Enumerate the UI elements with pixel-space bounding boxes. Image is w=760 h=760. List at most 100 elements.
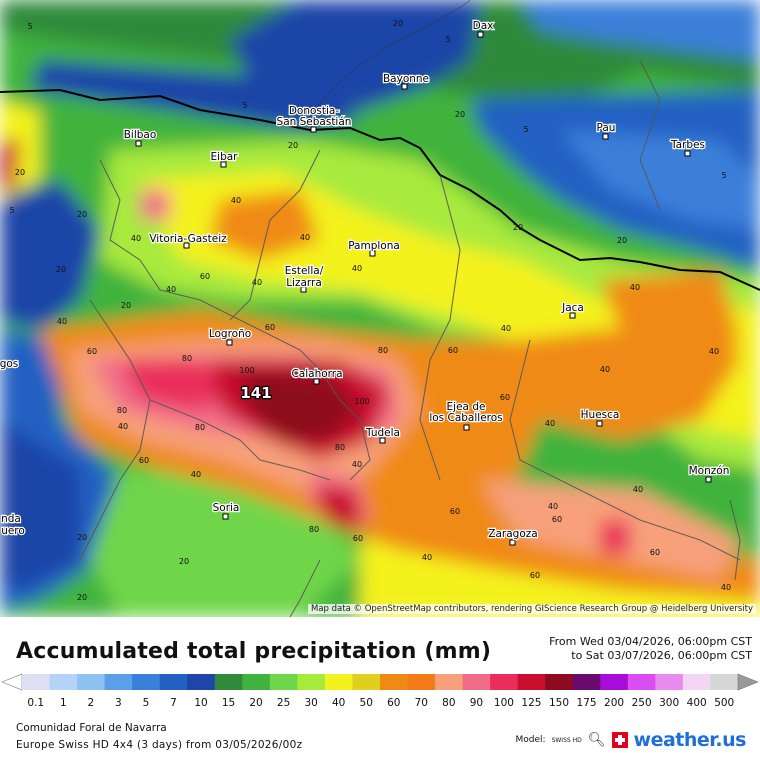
city-label: Calahorra xyxy=(291,368,342,380)
max-value-label: 141 xyxy=(240,384,271,402)
swiss-flag-icon xyxy=(611,732,628,748)
scale-swatch xyxy=(352,674,381,690)
scale-swatch xyxy=(324,674,353,690)
scale-tick-label: 2 xyxy=(87,697,95,709)
scale-tick-label: 7 xyxy=(170,697,177,709)
scale-tick-label: 60 xyxy=(387,697,401,709)
contour-label: 60 xyxy=(200,272,210,281)
contour-label: 40 xyxy=(630,283,640,292)
scale-swatch xyxy=(572,674,601,690)
scale-tick-label: 25 xyxy=(276,697,291,709)
contour-label: 20 xyxy=(15,168,25,177)
contour-label: 40 xyxy=(252,278,262,287)
contour-label: 60 xyxy=(265,323,275,332)
precipitation-map[interactable]: Dax Bayonne Donostia- San Sebastián Bilb… xyxy=(0,0,760,617)
color-scale-ticks: 0.1 1 2 3 5 7 10 15 20 25 30 40 50 60 70 80 90 100 125 150 1… xyxy=(0,697,760,711)
contour-label: 5 xyxy=(721,171,726,180)
scale-swatch xyxy=(710,674,739,690)
contour-label: 40 xyxy=(118,422,128,431)
contour-label: 80 xyxy=(117,406,127,415)
model-small-label: SWISS HD xyxy=(551,736,582,744)
contour-label: 5 xyxy=(445,35,450,44)
branding: Model: SWISS HD 🔍︎ weather.us xyxy=(516,729,747,751)
color-scale-bar xyxy=(1,673,759,691)
scale-swatch xyxy=(655,674,684,690)
contour-label: 80 xyxy=(182,354,192,363)
contour-label: 60 xyxy=(353,534,363,543)
scale-tick-label: 1 xyxy=(59,697,67,709)
city-label: Vitoria-Gasteiz xyxy=(149,233,227,245)
contour-label: 20 xyxy=(393,19,403,28)
contour-label: 40 xyxy=(545,419,555,428)
scale-swatch xyxy=(22,674,51,690)
contour-label: 20 xyxy=(617,236,627,245)
contour-label: 20 xyxy=(288,141,298,150)
contour-label: 40 xyxy=(352,264,362,273)
contour-label: 40 xyxy=(57,317,67,326)
scale-tick-label: 300 xyxy=(659,697,680,709)
city-label: Tudela xyxy=(365,427,400,439)
city-label: Bilbao xyxy=(124,129,157,141)
contour-label: 40 xyxy=(231,196,241,205)
scale-swatch xyxy=(407,674,436,690)
scale-swatch xyxy=(682,674,711,690)
contour-label: 5 xyxy=(523,125,528,134)
scale-swatch xyxy=(517,674,546,690)
city-label: Donostia- xyxy=(289,105,340,117)
brand-logo[interactable]: weather.us xyxy=(633,729,747,751)
scale-swatch xyxy=(545,674,574,690)
region-name: Comunidad Foral de Navarra xyxy=(16,722,167,734)
contour-label: 40 xyxy=(166,285,176,294)
city-label: Lizarra xyxy=(286,277,322,289)
period-from: From Wed 03/04/2026, 06:00pm CST xyxy=(549,635,752,648)
legend-panel: Accumulated total precipitation (mm) Fro… xyxy=(0,617,760,760)
time-period: From Wed 03/04/2026, 06:00pm CST to Sat … xyxy=(549,635,752,663)
city-label: Soria xyxy=(213,502,240,514)
scale-swatch xyxy=(269,674,298,690)
contour-label: 20 xyxy=(77,593,87,602)
scale-swatch xyxy=(132,674,161,690)
contour-label: 100 xyxy=(239,366,254,375)
contour-label: 60 xyxy=(448,346,458,355)
scale-arrow-left xyxy=(1,673,23,691)
city-label: Zaragoza xyxy=(488,528,537,540)
city-label: nda xyxy=(1,513,21,525)
contour-label: 20 xyxy=(455,110,465,119)
scale-tick-label: 90 xyxy=(469,697,484,709)
scale-tick-label: 10 xyxy=(194,697,208,709)
contour-label: 60 xyxy=(530,571,540,580)
contour-label: 60 xyxy=(450,507,460,516)
chart-title: Accumulated total precipitation (mm) xyxy=(16,639,492,664)
contour-label: 40 xyxy=(709,347,719,356)
scale-tick-label: 100 xyxy=(493,697,514,709)
city-label: Eibar xyxy=(211,151,239,163)
scale-tick-label: 500 xyxy=(714,697,735,709)
scale-arrow-right xyxy=(737,673,759,691)
scale-tick-label: 3 xyxy=(115,697,122,709)
contour-label: 60 xyxy=(139,456,149,465)
contour-label: 20 xyxy=(513,223,523,232)
scale-tick-label: 40 xyxy=(332,697,346,709)
city-label: Monzón xyxy=(689,465,730,477)
map-attribution: Map data © OpenStreetMap contributors, r… xyxy=(308,604,756,614)
scale-swatch xyxy=(490,674,519,690)
scale-tick-label: 175 xyxy=(576,697,597,709)
scale-swatch xyxy=(159,674,188,690)
scale-tick-label: 80 xyxy=(442,697,456,709)
city-label: Dax xyxy=(473,20,494,32)
search-icon: 🔍︎ xyxy=(587,732,606,748)
scale-tick-label: 250 xyxy=(631,697,652,709)
city-label: Huesca xyxy=(581,409,620,421)
contour-label: 40 xyxy=(191,470,201,479)
contour-label: 5 xyxy=(242,101,247,110)
contour-label: 40 xyxy=(352,460,362,469)
scale-tick-label: 200 xyxy=(604,697,625,709)
contour-label: 100 xyxy=(354,397,369,406)
contour-label: 5 xyxy=(27,22,32,31)
contour-label: 20 xyxy=(77,533,87,542)
model-label: Model: xyxy=(515,735,546,745)
period-to: to Sat 03/07/2026, 06:00pm CST xyxy=(571,649,752,662)
contour-label: 40 xyxy=(131,234,141,243)
scale-tick-label: 0.1 xyxy=(27,697,45,709)
city-label: gos xyxy=(0,358,18,370)
